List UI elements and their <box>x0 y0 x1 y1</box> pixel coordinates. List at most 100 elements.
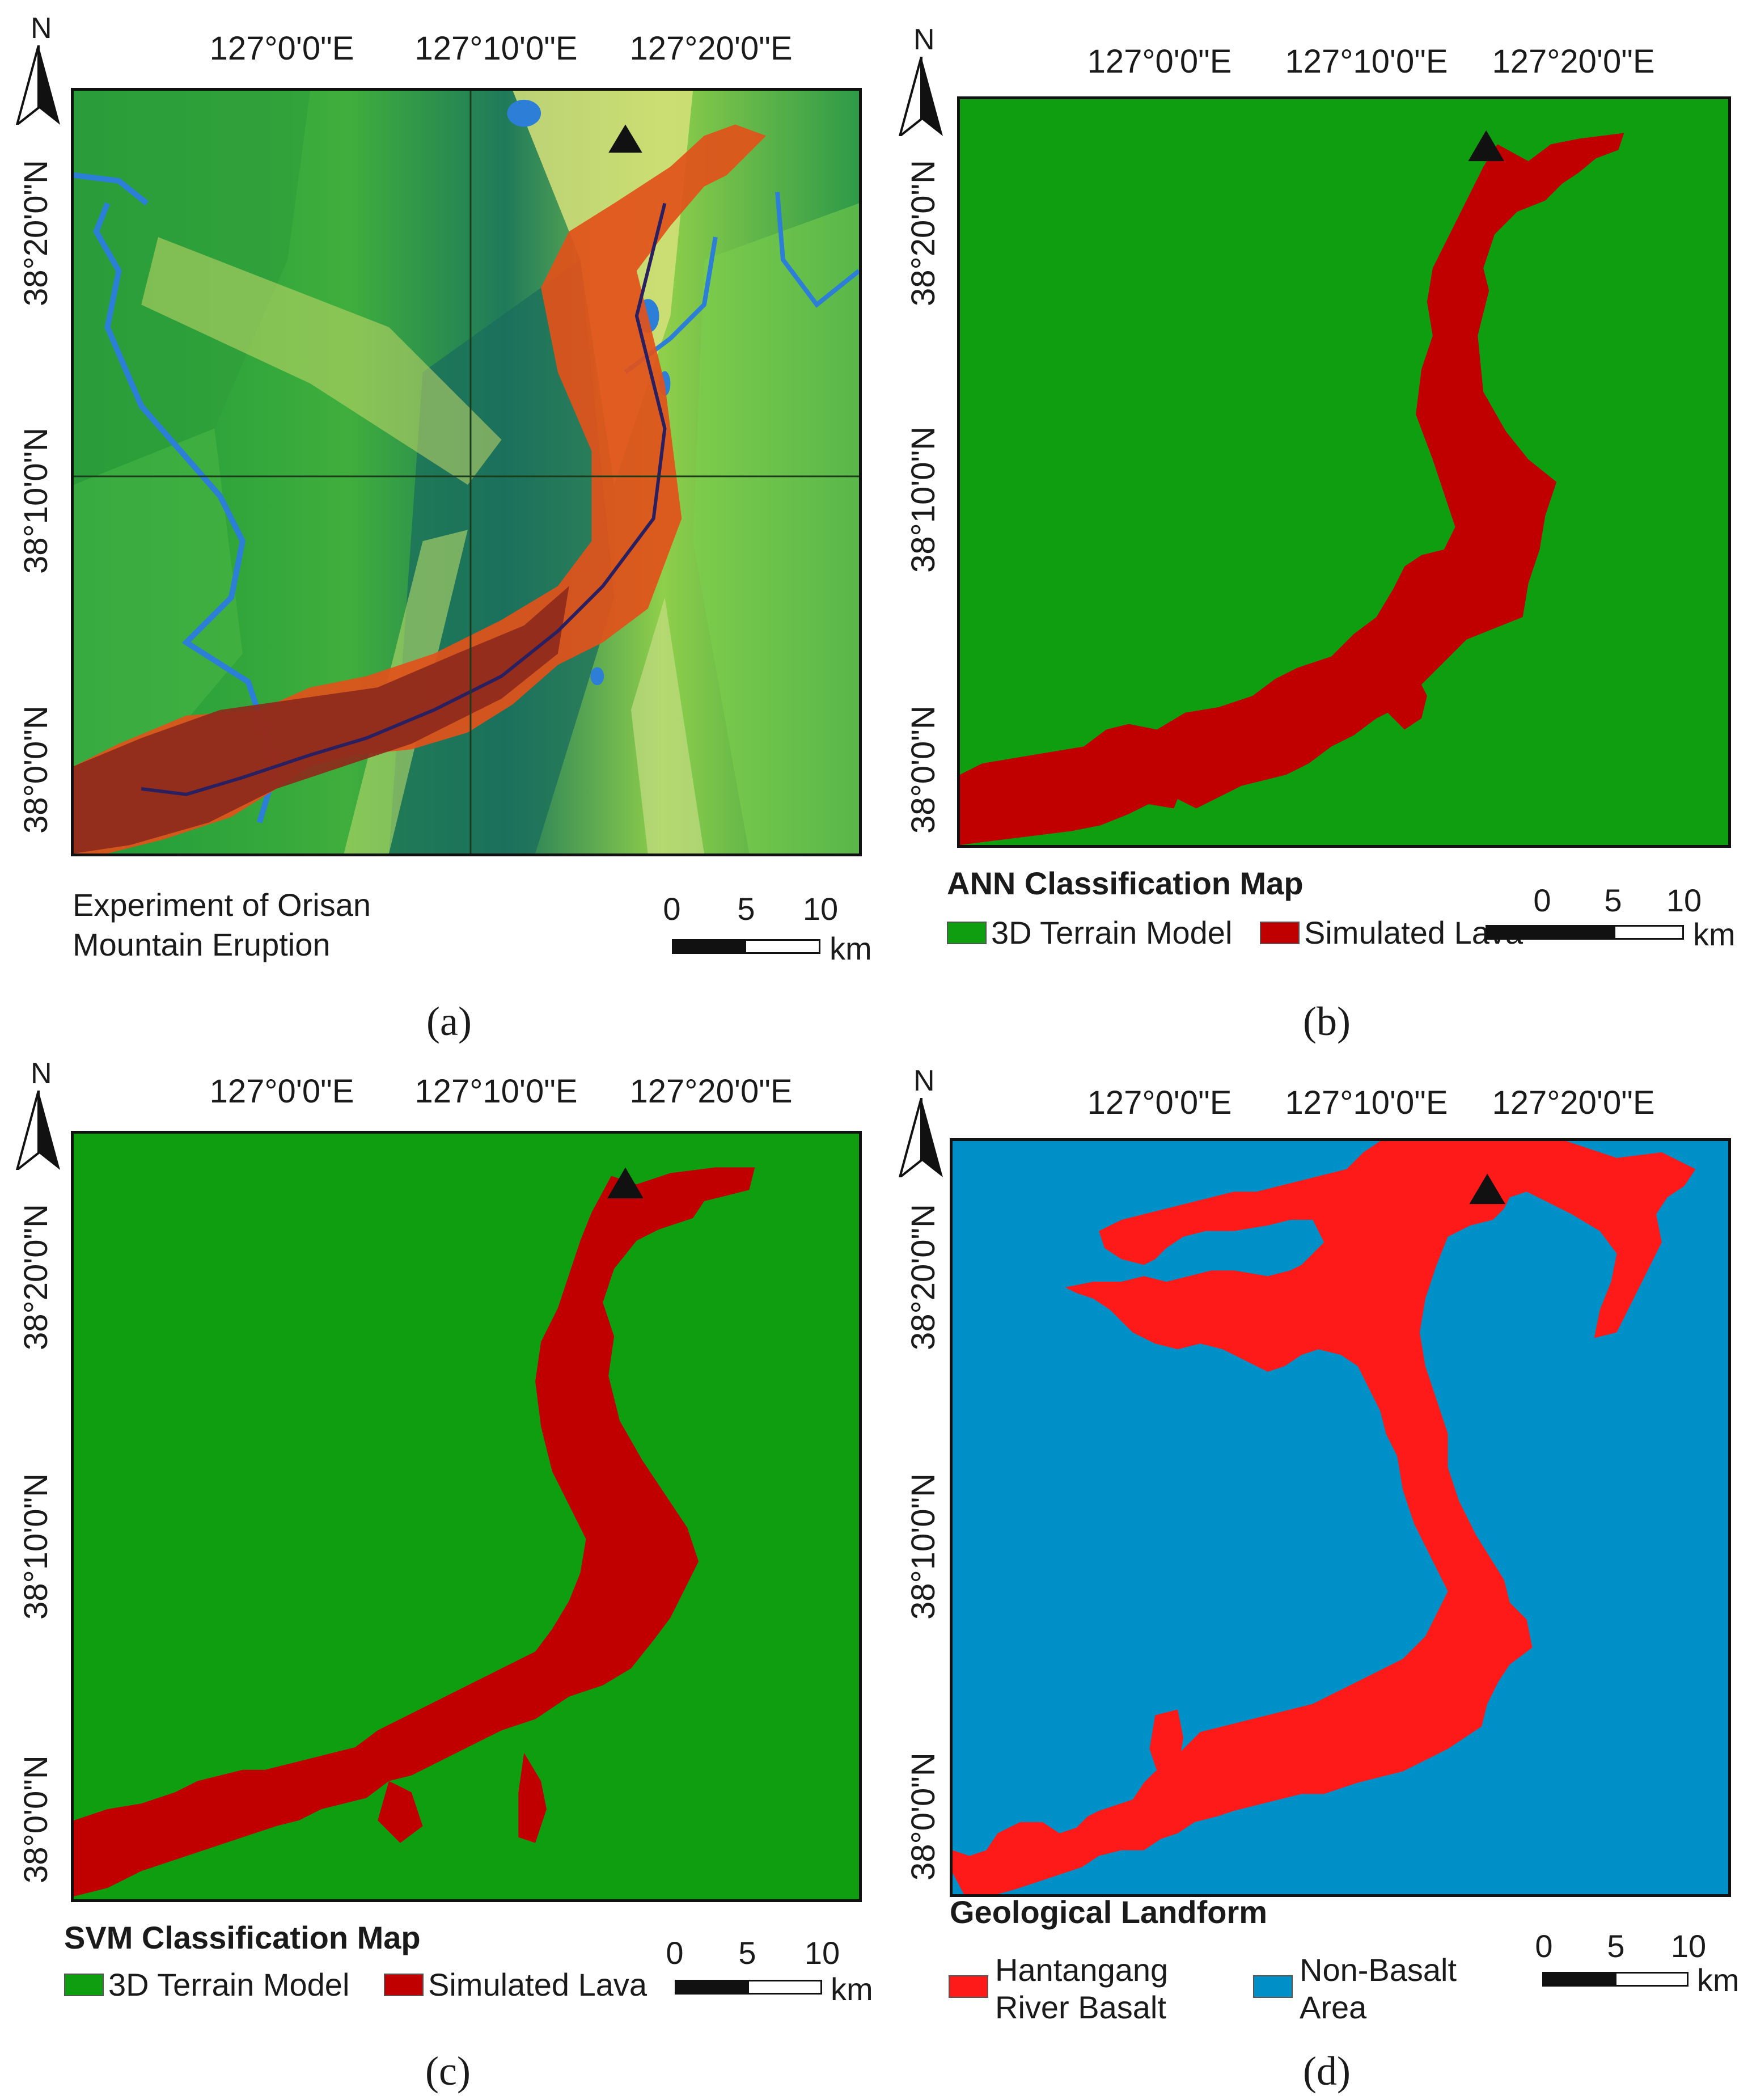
legend-swatch-lava <box>384 1973 424 1996</box>
lon-label-127-0: 127°0'0"E <box>1087 43 1232 80</box>
panel-letter-d: (d) <box>1303 2048 1351 2094</box>
geological-landform-map <box>953 1141 1728 1894</box>
legend-lava: Simulated Lava <box>1260 914 1523 951</box>
scale-bar-white <box>1614 925 1684 940</box>
panel-letter-b: (b) <box>1303 999 1351 1044</box>
caption-line-1: Experiment of Orisan <box>73 887 371 923</box>
scale-tick-10: 10 <box>1666 882 1702 918</box>
lat-label-38-10: 38°10'0"N <box>905 1473 942 1620</box>
lat-label-38-0: 38°0'0"N <box>18 705 54 834</box>
north-arrow: N <box>899 1064 944 1177</box>
north-arrow-icon <box>16 45 60 125</box>
scale-bar-white <box>747 1980 822 1995</box>
lat-label-38-20: 38°20'0"N <box>905 1203 942 1350</box>
lon-label-127-20: 127°20'0"E <box>1492 43 1655 80</box>
scale-unit: km <box>831 1971 873 2007</box>
map-title: ANN Classification Map <box>947 865 1304 901</box>
scale-tick-0: 0 <box>1535 1928 1553 1964</box>
svm-map-frame <box>71 1131 862 1902</box>
scale-tick-5: 5 <box>1607 1928 1625 1964</box>
lon-label-127-10: 127°10'0"E <box>414 1073 578 1110</box>
scale-tick-0: 0 <box>1533 882 1551 918</box>
lon-label-127-20: 127°20'0"E <box>629 30 793 67</box>
terrain-area <box>74 1134 859 1899</box>
ann-map-frame <box>957 96 1731 848</box>
scale-bar: 0 5 10 km <box>663 890 882 970</box>
north-letter: N <box>913 23 935 56</box>
lat-label-38-0: 38°0'0"N <box>905 1752 942 1881</box>
scale-tick-0: 0 <box>663 891 681 927</box>
svm-classification-map <box>74 1134 859 1899</box>
scale-tick-5: 5 <box>1604 882 1622 918</box>
scale-bar: 0 5 10 km <box>1535 1928 1748 2007</box>
legend-terrain: 3D Terrain Model <box>64 1966 349 2003</box>
lon-label-127-0: 127°0'0"E <box>209 30 354 67</box>
legend-basalt-line-2: River Basalt <box>995 1989 1166 2025</box>
north-letter: N <box>913 1064 935 1097</box>
north-arrow-icon <box>16 1091 60 1170</box>
panel-b: N 127°0'0"E 127°10'0"E 127°20'0"E 38°20'… <box>876 0 1752 1050</box>
scale-bar-black <box>1542 1972 1616 1987</box>
lat-label-38-10: 38°10'0"N <box>905 426 942 573</box>
lon-label-127-0: 127°0'0"E <box>209 1073 354 1110</box>
lat-label-38-0: 38°0'0"N <box>18 1755 54 1883</box>
scale-tick-10: 10 <box>802 891 839 927</box>
panel-c: N 127°0'0"E 127°10'0"E 127°20'0"E 38°20'… <box>0 1050 876 2099</box>
scale-tick-0: 0 <box>666 1935 684 1971</box>
legend-non-basalt-line-1: Non-Basalt <box>1300 1952 1457 1988</box>
scale-bar-black <box>675 1980 749 1995</box>
lat-label-38-20: 38°20'0"N <box>18 1203 54 1350</box>
panel-letter-c: (c) <box>425 2048 471 2094</box>
lon-label-127-10: 127°10'0"E <box>1285 1084 1448 1121</box>
legend-label-lava: Simulated Lava <box>428 1967 648 2002</box>
scale-bar-black <box>672 939 746 954</box>
legend-swatch-basalt <box>949 1975 988 1998</box>
lon-label-127-20: 127°20'0"E <box>629 1073 793 1110</box>
lat-label-38-20: 38°20'0"N <box>905 159 942 306</box>
lat-label-38-0: 38°0'0"N <box>905 705 942 834</box>
simulated-lava-area <box>960 133 1624 845</box>
map-title: Geological Landform <box>950 1894 1268 1930</box>
lon-label-127-0: 127°0'0"E <box>1087 1084 1232 1121</box>
lat-label-38-10: 38°10'0"N <box>18 1473 54 1620</box>
volcano-peak-triangle <box>1468 130 1504 162</box>
legend-label-terrain: 3D Terrain Model <box>991 915 1233 950</box>
scale-bar-black <box>1486 925 1615 940</box>
volcano-peak-triangle <box>607 1167 644 1199</box>
lon-label-127-10: 127°10'0"E <box>414 30 578 67</box>
legend-lava: Simulated Lava <box>384 1966 647 2003</box>
legend-swatch-lava <box>1260 921 1300 944</box>
scale-unit: km <box>1693 916 1736 952</box>
scale-bar: 0 5 10 km <box>1486 882 1752 961</box>
north-arrow-icon <box>899 1098 943 1177</box>
north-arrow-icon <box>899 57 943 136</box>
simulated-lava-area <box>74 1167 755 1897</box>
scale-bar: 0 5 10 km <box>666 1934 879 2014</box>
scale-unit: km <box>1697 1962 1740 1998</box>
scale-bar-white <box>1615 1972 1688 1987</box>
north-arrow: N <box>16 11 61 125</box>
map-title: SVM Classification Map <box>64 1920 421 1955</box>
satellite-eruption-map <box>74 91 859 853</box>
geology-map-frame <box>950 1138 1731 1897</box>
scale-tick-10: 10 <box>804 1935 840 1971</box>
volcano-peak-triangle <box>1469 1173 1505 1205</box>
lat-label-38-10: 38°10'0"N <box>18 427 54 574</box>
panel-d: N 127°0'0"E 127°10'0"E 127°20'0"E 38°20'… <box>876 1050 1752 2099</box>
basalt-area <box>953 1141 1696 1894</box>
north-arrow: N <box>16 1057 61 1170</box>
lon-label-127-20: 127°20'0"E <box>1492 1084 1655 1121</box>
scale-bar-white <box>744 939 820 954</box>
panel-a: N 127°0'0"E 127°10'0"E 127°20'0"E 38°20'… <box>0 0 876 1050</box>
lon-label-127-10: 127°10'0"E <box>1285 43 1448 80</box>
north-arrow: N <box>899 23 944 136</box>
legend-terrain: 3D Terrain Model <box>947 914 1232 951</box>
scale-tick-5: 5 <box>737 891 755 927</box>
legend-swatch-non-basalt <box>1253 1975 1293 1998</box>
scale-unit: km <box>830 931 872 966</box>
legend-non-basalt-line-2: Area <box>1300 1989 1367 2025</box>
satellite-map-frame <box>71 88 862 856</box>
lat-label-38-20: 38°20'0"N <box>18 159 54 306</box>
legend-basalt-line-1: Hantangang <box>995 1952 1169 1988</box>
panel-letter-a: (a) <box>426 999 472 1044</box>
